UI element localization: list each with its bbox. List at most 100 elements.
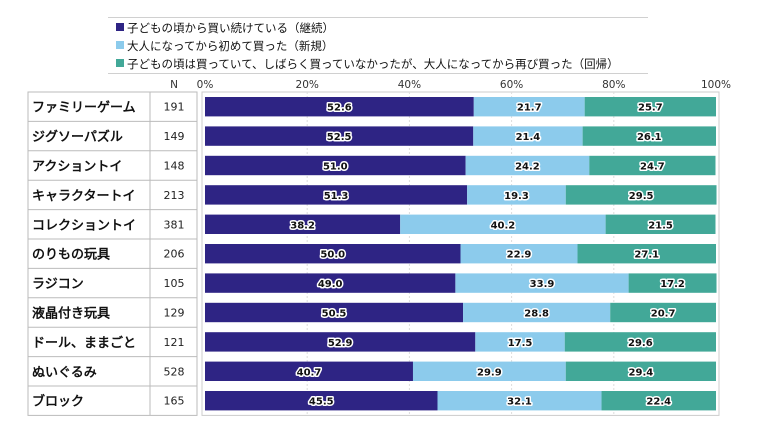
bar-segment-3	[601, 391, 716, 411]
legend-label: 子どもの頃から買い続けている（継続）	[127, 21, 334, 35]
n-value: 105	[164, 277, 185, 290]
data-label: 40.2	[491, 220, 516, 231]
category-label: ぬいぐるみ	[32, 365, 97, 380]
bar-segment-3	[577, 244, 716, 264]
bar-segment-2	[455, 273, 629, 293]
n-value: 165	[164, 395, 185, 408]
bar-segment-2	[467, 185, 566, 205]
bar-segment-1	[205, 302, 464, 323]
x-tick-label: 40%	[398, 79, 421, 91]
bar-segment-2	[437, 391, 602, 411]
data-label: 28.8	[524, 309, 549, 320]
data-label: 45.5	[309, 397, 334, 408]
data-label: 26.1	[637, 132, 662, 143]
data-label: 27.1	[634, 250, 659, 261]
bar-segment-3	[564, 332, 716, 352]
bar-segment-1	[205, 97, 474, 117]
bar-segment-3	[565, 185, 717, 205]
data-label: 32.1	[507, 397, 532, 408]
bar-segment-3	[610, 302, 716, 323]
data-label: 24.7	[640, 162, 665, 173]
legend-swatch	[116, 59, 124, 67]
bar-segment-1	[205, 155, 466, 176]
n-value: 121	[164, 336, 185, 349]
data-label: 21.5	[648, 220, 673, 231]
category-label: コレクショントイ	[32, 218, 136, 233]
n-value: 528	[164, 365, 185, 378]
x-tick-label: 60%	[500, 79, 523, 91]
data-label: 50.0	[320, 250, 345, 261]
n-value: 129	[164, 307, 185, 320]
data-label: 51.0	[323, 162, 348, 173]
data-label: 17.5	[508, 338, 533, 349]
data-label: 49.0	[318, 279, 343, 290]
data-label: 29.5	[629, 191, 654, 202]
legend-item-new: 大人になってから初めて買った（新規）	[116, 39, 333, 53]
bar-segment-2	[460, 244, 578, 264]
bar-segment-1	[205, 391, 438, 411]
data-label: 24.2	[515, 162, 540, 173]
n-value: 191	[164, 101, 185, 114]
n-value: 206	[164, 248, 185, 261]
data-label: 29.6	[628, 338, 653, 349]
category-label: ジグソーパズル	[32, 129, 123, 145]
data-label: 21.4	[516, 132, 541, 143]
x-tick-label: 0%	[197, 79, 214, 91]
category-label: のりもの玩具	[32, 248, 110, 263]
n-value: 148	[164, 160, 185, 173]
data-label: 19.3	[504, 191, 529, 202]
bar-segment-1	[205, 214, 401, 234]
data-label: 40.7	[297, 367, 322, 378]
data-label: 51.3	[324, 191, 349, 202]
bar-segment-1	[205, 332, 476, 352]
n-value: 149	[164, 130, 185, 143]
data-label: 52.5	[327, 132, 352, 143]
data-label: 22.9	[507, 250, 532, 261]
x-tick-label: 80%	[602, 79, 625, 91]
bar-segment-2	[400, 214, 606, 234]
legend-item-continuing: 子どもの頃から買い続けている（継続）	[116, 21, 334, 35]
bar-segment-2	[463, 302, 611, 323]
legend-swatch	[116, 41, 124, 49]
data-label: 52.6	[327, 103, 352, 114]
bar-segment-1	[205, 273, 456, 293]
plot-frame	[201, 91, 720, 416]
data-label: 29.4	[629, 367, 654, 378]
data-label: 21.7	[517, 103, 542, 114]
data-label: 17.2	[660, 279, 685, 290]
bar-segment-1	[205, 361, 413, 381]
legend-swatch	[116, 23, 124, 31]
x-tick-label: 20%	[296, 79, 319, 91]
bar-segment-3	[584, 97, 716, 117]
data-label: 22.4	[646, 397, 671, 408]
n-value: 381	[164, 218, 185, 231]
table-frame	[27, 91, 198, 416]
bar-segment-2	[473, 126, 583, 146]
data-label: 52.9	[328, 338, 353, 349]
bar-segment-2	[473, 97, 585, 117]
bar-segment-2	[465, 155, 590, 176]
n-column-header: N	[170, 79, 178, 91]
bar-segment-3	[628, 273, 717, 293]
bar-segment-1	[205, 244, 461, 264]
category-label: アクショントイ	[32, 160, 122, 175]
category-label: キャラクタートイ	[32, 189, 135, 204]
bar-segment-1	[205, 185, 468, 205]
legend-label: 大人になってから初めて買った（新規）	[127, 39, 334, 53]
bar-segment-2	[475, 332, 565, 352]
legend-label: 子どもの頃は買っていて、しばらく買っていなかったが、大人になってから再び買った（…	[127, 57, 619, 71]
category-label: ファミリーゲーム	[32, 100, 136, 116]
bar-segment-3	[582, 126, 716, 146]
bar-segment-1	[205, 126, 474, 146]
bar-segment-3	[589, 155, 716, 176]
data-label: 20.7	[651, 309, 676, 320]
x-tick-label: 100%	[701, 79, 731, 91]
data-label: 50.5	[322, 309, 347, 320]
category-label: ブロック	[32, 394, 84, 410]
legend: 子どもの頃から買い続けている（継続） 大人になってから初めて買った（新規） 子ど…	[108, 17, 648, 74]
legend-item-returning: 子どもの頃は買っていて、しばらく買っていなかったが、大人になってから再び買った（…	[116, 57, 619, 71]
data-label: 33.9	[530, 279, 555, 290]
category-label: ドール、ままごと	[32, 335, 136, 351]
data-label: 29.9	[477, 367, 502, 378]
data-label: 38.2	[290, 220, 315, 231]
